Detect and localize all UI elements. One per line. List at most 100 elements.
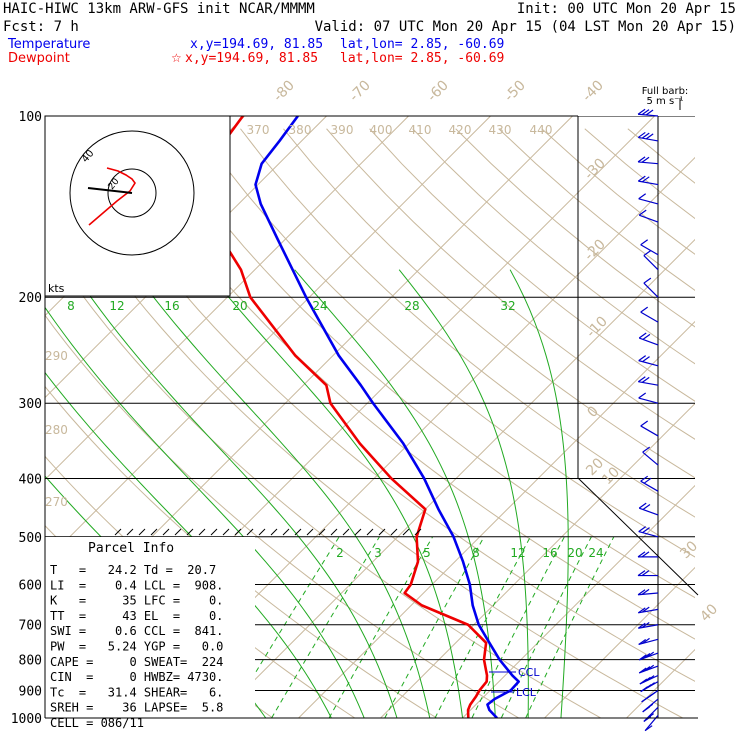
wind-barb-flag [640, 420, 649, 427]
isotherm-tick-label: -70 [346, 77, 373, 104]
wind-barb [638, 638, 659, 646]
theta-label: 440 [530, 123, 553, 137]
wind-barb-flag [646, 664, 655, 671]
pressure-tick-label: 600 [19, 578, 42, 593]
wind-barb-flag [645, 133, 654, 140]
hatch-tick [270, 528, 278, 536]
wind-barb-flag [638, 209, 647, 216]
isotherm-tick-label: -30 [581, 155, 608, 182]
pressure-tick-label: 1000 [11, 712, 42, 727]
isotherm-line [709, 116, 740, 718]
mixing-ratio-lower-label: 16 [542, 546, 557, 560]
wind-barb [642, 451, 659, 466]
dry-adiabat-line [584, 128, 695, 220]
theta-label: 380 [289, 123, 312, 137]
dry-adiabat-line [369, 128, 695, 402]
theta-label: 280 [45, 423, 68, 437]
wind-barb-flag [641, 176, 650, 183]
hodograph-frame [44, 115, 231, 297]
parcel-info-box [45, 537, 255, 720]
isotherm-line [380, 402, 695, 718]
temperature-legend: Temperature [7, 37, 90, 52]
wind-barb-flag [646, 675, 655, 682]
isotherm-line [462, 484, 695, 718]
wind-barb [643, 282, 659, 298]
wind-barb-flag [641, 588, 650, 595]
hatch-tick [246, 528, 254, 536]
wind-barb [640, 244, 659, 256]
hatch-tick [318, 528, 326, 536]
hatch-tick [354, 528, 362, 536]
mixing-ratio-line [434, 536, 531, 718]
wind-barb-flag [638, 392, 647, 399]
wind-barb-flag [638, 526, 647, 533]
wind-barb-flag [643, 477, 652, 484]
dry-adiabat-line [45, 164, 684, 718]
pressure-tick-label: 200 [19, 291, 42, 306]
wind-barb-flag [641, 156, 650, 163]
theta-label: 400 [370, 123, 393, 137]
parcel-info-row: CELL = 086/11 [50, 716, 144, 730]
hodograph-units: kts [48, 282, 65, 295]
pressure-tick-label: 400 [19, 472, 42, 487]
wind-barb-flag [637, 376, 646, 383]
mixing-ratio-line [471, 536, 565, 718]
wind-barb-flag [645, 109, 654, 116]
parcel-info-row: K = 35 LFC = 0. [50, 594, 223, 608]
wind-barb-flag [640, 306, 649, 313]
mixing-ratio-lower-label: 12 [510, 546, 525, 560]
wind-barb-flag [641, 376, 650, 383]
wind-barb-flag [637, 156, 646, 163]
mixing-ratio-lower-label: 20 [567, 546, 582, 560]
isotherm-line [45, 116, 491, 563]
wind-barb-flag [644, 725, 653, 732]
wind-barb [639, 507, 659, 516]
wind-barb-flag [642, 527, 650, 534]
dry-adiabat-line [240, 128, 695, 518]
temperature-xy: x,y=194.69, 81.85 [190, 37, 323, 52]
wind-barb-flag [637, 175, 646, 182]
wind-barb-flag [642, 653, 651, 660]
dry-adiabat-line [67, 128, 695, 682]
header: HAIC-HIWC 13km ARW-GFS init NCAR/MMMM In… [3, 1, 736, 66]
wind-barb-flag [642, 333, 651, 340]
hatch-tick [342, 528, 350, 536]
barb-legend-title: Full barb: [642, 86, 689, 97]
parcel-info-row: CAPE = 0 SWEAT= 224 [50, 655, 223, 669]
wind-barb-flag [641, 570, 650, 577]
parcel-info-title: Parcel Info [88, 541, 174, 556]
theta-label: 390 [331, 123, 354, 137]
wind-barb-flag [638, 667, 647, 674]
mixing-ratio-line [271, 536, 380, 718]
lcl-label: LCL [516, 686, 537, 699]
isotherm-tick-label: -20 [581, 236, 608, 263]
pressure-tick-label: 700 [19, 619, 42, 634]
wind-barb-flag [637, 570, 646, 577]
pressure-tick-label: 800 [19, 654, 42, 669]
wind-barb [638, 381, 659, 386]
plot-skew-edge [577, 477, 699, 596]
ccl-label: CCL [518, 666, 540, 679]
wind-barb-flag [637, 131, 646, 138]
isotherm-tick-label: -10 [583, 313, 610, 340]
wind-barb-flag [642, 504, 651, 510]
hatch-tick [174, 528, 182, 536]
wind-barb-flag [642, 666, 651, 673]
hatch-tick [390, 528, 398, 536]
pressure-tick-label: 300 [19, 397, 42, 412]
pressure-tick-label: 900 [19, 684, 42, 699]
barb-legend-units: 5 m s⁻¹ [647, 96, 684, 107]
theta-label: 420 [449, 123, 472, 137]
wind-barb [638, 360, 659, 367]
mixing-ratio-line [500, 536, 592, 718]
moist-adiabat-line [294, 269, 496, 718]
dry-adiabat-line [283, 128, 695, 479]
dry-adiabat-line [412, 128, 695, 365]
wind-barb-flag [638, 654, 647, 661]
isotherm-line [544, 566, 695, 718]
mixing-ratio-upper-label: 32 [500, 299, 515, 313]
hatch-tick [234, 528, 242, 536]
mixing-ratio-upper-label: 28 [404, 299, 419, 313]
dry-adiabat-line [197, 128, 695, 558]
